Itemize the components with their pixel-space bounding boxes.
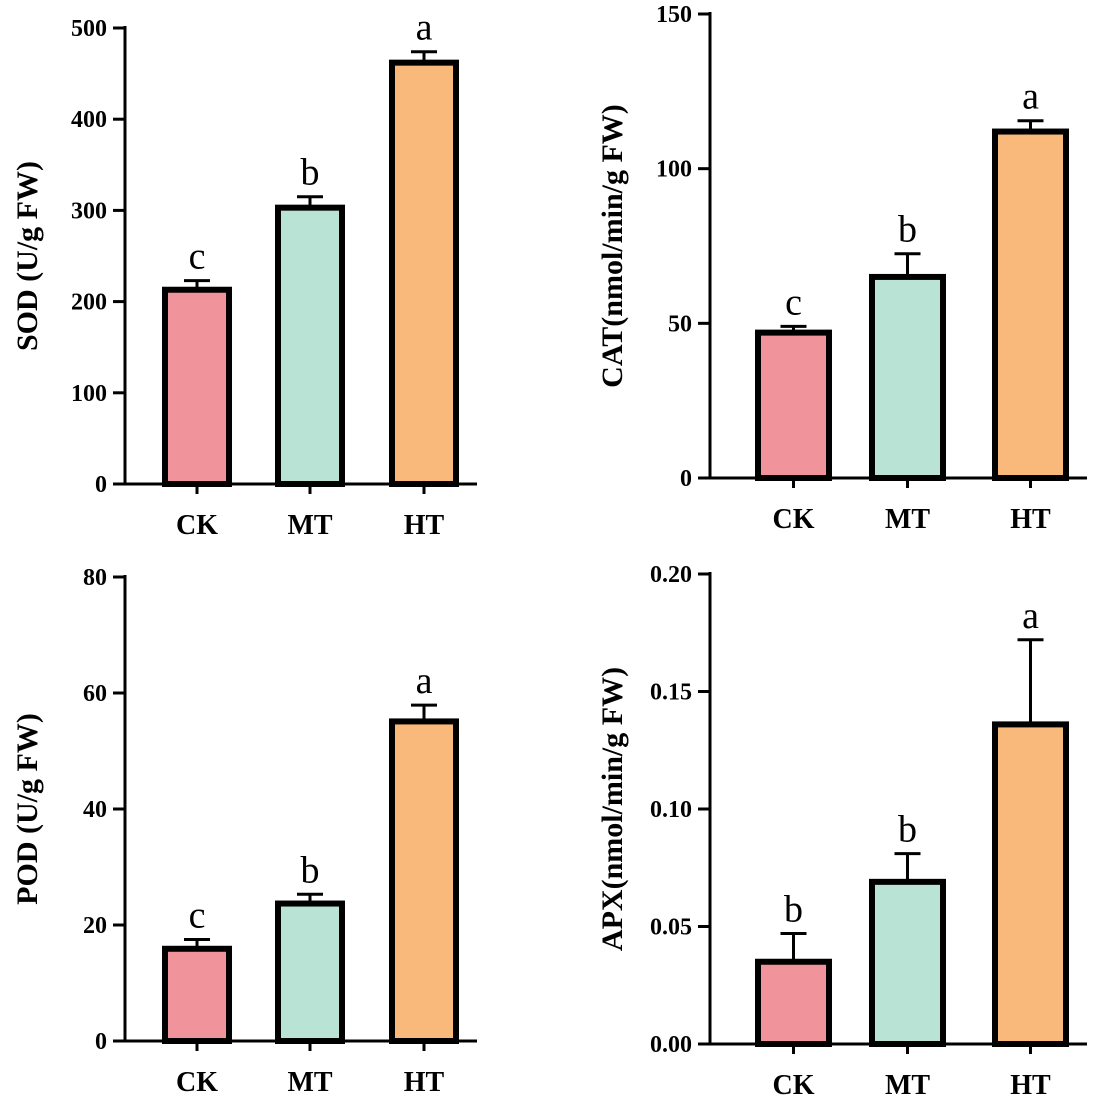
pod-significance-ck: c	[189, 895, 206, 937]
apx-y-tick-label: 0.15	[650, 680, 692, 706]
pod-category-label-ck: CK	[176, 1067, 218, 1098]
apx-bar-ht	[992, 721, 1069, 1048]
sod-category-label-ck: CK	[176, 510, 218, 541]
sod-y-tick-label: 0	[95, 472, 107, 498]
apx-y-tick-label: 0.05	[650, 915, 692, 941]
apx-category-label-ht: HT	[1010, 1070, 1051, 1100]
apx-significance-ht: a	[1022, 595, 1039, 637]
cat-category-label-ck: CK	[773, 504, 815, 535]
sod-y-tick-label: 200	[71, 290, 107, 316]
apx-category-label-ck: CK	[773, 1070, 815, 1100]
pod-bar-mt	[275, 900, 345, 1044]
pod-y-tick-label: 0	[95, 1029, 107, 1055]
cat-category-label-ht: HT	[1010, 504, 1051, 535]
cat-y-tick-label: 50	[668, 311, 692, 337]
sod-significance-ck: c	[189, 236, 206, 278]
pod-bar-ck	[162, 945, 232, 1045]
cat-bar-ht	[992, 128, 1069, 481]
sod-y-axis-title: SOD (U/g FW)	[11, 161, 44, 351]
apx-y-tick-label: 0.20	[650, 562, 692, 588]
cat-significance-ht: a	[1022, 76, 1039, 118]
sod-y-tick-label: 500	[71, 16, 107, 42]
cat-significance-ck: c	[785, 281, 802, 323]
sod-significance-ht: a	[416, 7, 433, 49]
sod-category-label-ht: HT	[404, 510, 445, 541]
apx-chart: b CK b MT a HT 0.00 0.05 0.10 0.15 0.20 APX(nmol/mi…	[596, 562, 1087, 1100]
cat-y-tick-label: 0	[680, 466, 692, 492]
cat-bar-mt	[869, 273, 946, 481]
cat-significance-mt: b	[898, 209, 917, 251]
pod-chart: c CK b MT a HT 0 20 40 60 80 POD (U/g FW)	[11, 565, 477, 1098]
cat-y-tick-label: 150	[656, 2, 692, 28]
apx-significance-mt: b	[898, 809, 917, 851]
pod-significance-ht: a	[416, 660, 433, 702]
cat-chart: c CK b MT a HT 0 50 100 150 CAT(nmol/min/g FW)	[596, 2, 1087, 535]
cat-category-label-mt: MT	[885, 504, 930, 535]
sod-bar-mt	[275, 204, 345, 487]
sod-y-tick-label: 300	[71, 198, 107, 224]
sod-y-tick-label: 100	[71, 381, 107, 407]
cat-bar-ck	[755, 329, 832, 482]
sod-y-tick-label: 400	[71, 107, 107, 133]
apx-bar-mt	[869, 878, 946, 1047]
sod-category-label-mt: MT	[287, 510, 332, 541]
sod-bar-ht	[389, 59, 459, 487]
pod-y-tick-label: 80	[83, 565, 107, 591]
apx-y-tick-label: 0.00	[650, 1032, 692, 1058]
pod-y-tick-label: 40	[83, 797, 107, 823]
pod-significance-mt: b	[301, 849, 320, 891]
cat-y-tick-label: 100	[656, 157, 692, 183]
cat-y-axis-title: CAT(nmol/min/g FW)	[596, 104, 629, 388]
pod-bar-ht	[389, 718, 459, 1044]
pod-y-axis-title: POD (U/g FW)	[11, 713, 44, 905]
apx-y-axis-title: APX(nmol/min/g FW)	[596, 667, 629, 951]
pod-y-tick-label: 60	[83, 681, 107, 707]
apx-y-tick-label: 0.10	[650, 797, 692, 823]
pod-category-label-mt: MT	[287, 1067, 332, 1098]
sod-bar-ck	[162, 286, 232, 487]
sod-significance-mt: b	[301, 152, 320, 194]
pod-category-label-ht: HT	[404, 1067, 445, 1098]
apx-category-label-mt: MT	[885, 1070, 930, 1100]
apx-significance-ck: b	[784, 889, 803, 931]
pod-y-tick-label: 20	[83, 913, 107, 939]
sod-chart: c CK b MT a HT 0 100 200 300 400 500 SOD (U/g FW)	[11, 7, 477, 541]
apx-bar-ck	[755, 958, 832, 1047]
